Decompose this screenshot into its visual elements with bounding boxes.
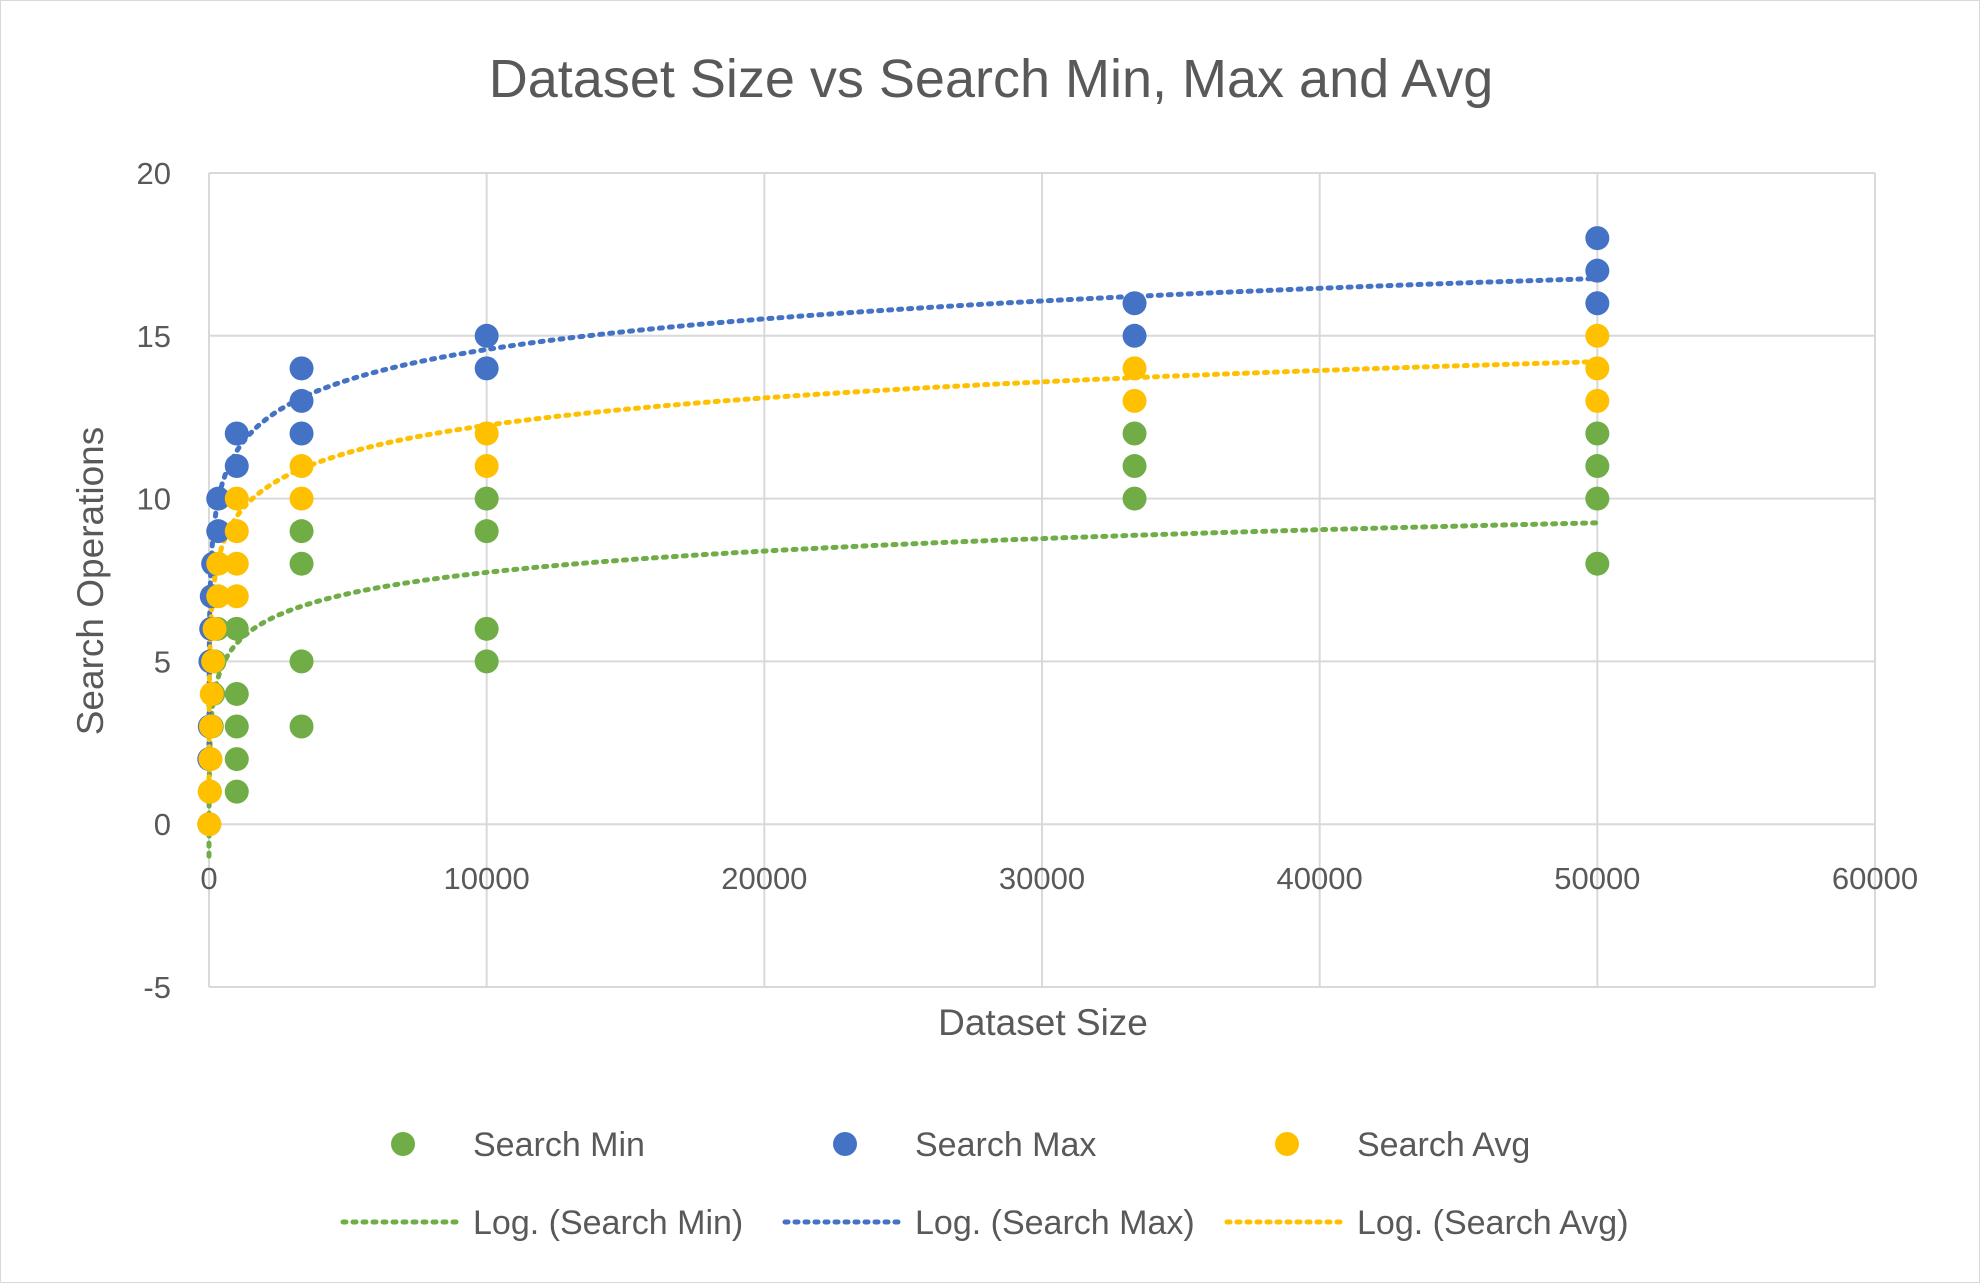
point-search-avg <box>199 681 224 706</box>
x-tick-label: 0 <box>200 861 217 896</box>
point-search-max <box>224 421 249 446</box>
x-tick-label: 10000 <box>444 861 530 896</box>
point-search-min <box>289 551 314 576</box>
point-search-avg <box>1585 388 1610 413</box>
point-search-min <box>474 616 499 641</box>
tick-labels: -5 0 5 10 15 20 0 10000 20000 30000 40000 50000 6000… <box>137 156 1919 1005</box>
trendline-search-min <box>206 520 1600 859</box>
point-search-min <box>289 714 314 739</box>
x-tick-label: 50000 <box>1554 861 1640 896</box>
point-search-min <box>289 649 314 674</box>
point-search-avg <box>197 812 222 837</box>
point-search-min <box>224 616 249 641</box>
point-search-avg <box>224 551 249 576</box>
legend-marker-search-min <box>391 1132 415 1156</box>
point-search-min <box>1122 421 1147 446</box>
point-search-min <box>474 519 499 544</box>
legend-label-log-search-max: Log. (Search Max) <box>915 1204 1195 1242</box>
point-search-min <box>1585 454 1610 479</box>
point-search-min <box>1585 551 1610 576</box>
legend: Search Min Search Max Search Avg Log. (S… <box>340 1126 1629 1242</box>
data-points <box>197 226 1610 837</box>
legend-label-log-search-min: Log. (Search Min) <box>473 1204 743 1242</box>
point-search-min <box>224 714 249 739</box>
point-search-max <box>1122 323 1147 348</box>
trendlines <box>206 276 1600 859</box>
point-search-min <box>1122 454 1147 479</box>
point-search-min <box>474 649 499 674</box>
point-search-avg <box>1585 323 1610 348</box>
x-tick-label: 40000 <box>1277 861 1363 896</box>
point-search-min <box>1585 486 1610 511</box>
point-search-max <box>206 519 231 544</box>
point-search-min <box>1122 486 1147 511</box>
point-search-avg <box>224 486 249 511</box>
point-search-avg <box>206 584 231 609</box>
point-search-max <box>1585 291 1610 316</box>
x-tick-label: 20000 <box>721 861 807 896</box>
point-search-min <box>1585 421 1610 446</box>
y-axis-title: Search Operations <box>70 427 111 736</box>
y-tick-label: 15 <box>137 319 171 354</box>
point-search-avg <box>224 584 249 609</box>
y-tick-label: 10 <box>137 482 171 517</box>
point-search-max <box>289 388 314 413</box>
x-tick-label: 30000 <box>999 861 1085 896</box>
legend-label-search-max: Search Max <box>915 1126 1096 1164</box>
point-search-avg <box>206 551 231 576</box>
trendline-search-max <box>206 276 1600 759</box>
point-search-avg <box>1585 356 1610 381</box>
point-search-min <box>474 486 499 511</box>
point-search-max <box>224 454 249 479</box>
legend-label-search-avg: Search Avg <box>1357 1126 1530 1164</box>
point-search-min <box>224 747 249 772</box>
legend-label-log-search-avg: Log. (Search Avg) <box>1357 1204 1629 1242</box>
y-tick-label: 5 <box>154 644 171 679</box>
point-search-avg <box>1122 388 1147 413</box>
point-search-avg <box>474 454 499 479</box>
y-tick-label: 20 <box>137 156 171 191</box>
legend-label-search-min: Search Min <box>473 1126 645 1164</box>
point-search-max <box>289 356 314 381</box>
point-search-avg <box>474 421 499 446</box>
point-search-min <box>224 681 249 706</box>
point-search-max <box>1122 291 1147 316</box>
point-search-avg <box>198 747 223 772</box>
y-tick-label: 0 <box>154 807 171 842</box>
chart-title: Dataset Size vs Search Min, Max and Avg <box>489 49 1493 109</box>
point-search-avg <box>224 519 249 544</box>
point-search-avg <box>289 486 314 511</box>
point-search-max <box>206 486 231 511</box>
point-search-min <box>289 519 314 544</box>
point-search-avg <box>201 649 226 674</box>
point-search-max <box>289 421 314 446</box>
point-search-max <box>474 356 499 381</box>
x-tick-label: 60000 <box>1832 861 1918 896</box>
trendline-search-avg <box>206 359 1600 793</box>
point-search-max <box>474 323 499 348</box>
point-search-avg <box>198 714 223 739</box>
point-search-max <box>1585 226 1610 251</box>
point-search-avg <box>197 779 222 804</box>
point-search-avg <box>289 454 314 479</box>
legend-marker-search-avg <box>1275 1132 1299 1156</box>
point-search-avg <box>202 616 227 641</box>
point-search-min <box>224 779 249 804</box>
y-tick-label: -5 <box>143 970 171 1005</box>
legend-marker-search-max <box>833 1132 857 1156</box>
x-axis-title: Dataset Size <box>938 1002 1148 1043</box>
point-search-avg <box>1122 356 1147 381</box>
point-search-max <box>1585 258 1610 283</box>
